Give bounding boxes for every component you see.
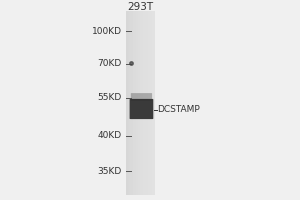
Bar <box>152 11 153 195</box>
Bar <box>138 11 139 195</box>
Text: 35KD: 35KD <box>97 166 122 176</box>
Bar <box>153 11 155 195</box>
Bar <box>140 11 142 195</box>
Bar <box>142 11 143 195</box>
Bar <box>135 11 136 195</box>
Bar <box>145 11 146 195</box>
Bar <box>149 11 150 195</box>
FancyBboxPatch shape <box>131 93 152 101</box>
Bar <box>128 11 129 195</box>
Bar <box>132 11 133 195</box>
Bar <box>143 11 145 195</box>
Text: 40KD: 40KD <box>98 132 122 140</box>
Bar <box>150 11 152 195</box>
Text: 293T: 293T <box>127 2 154 12</box>
Text: 100KD: 100KD <box>92 26 122 36</box>
FancyBboxPatch shape <box>130 99 153 119</box>
Text: DCSTAMP: DCSTAMP <box>158 105 200 114</box>
Bar <box>139 11 140 195</box>
Bar <box>148 11 149 195</box>
Bar <box>129 11 130 195</box>
Bar <box>136 11 137 195</box>
Bar <box>130 11 132 195</box>
Text: 55KD: 55KD <box>97 94 122 102</box>
Bar <box>146 11 148 195</box>
Bar <box>126 11 128 195</box>
Bar <box>126 11 155 195</box>
Bar <box>133 11 135 195</box>
Text: 70KD: 70KD <box>97 60 122 68</box>
